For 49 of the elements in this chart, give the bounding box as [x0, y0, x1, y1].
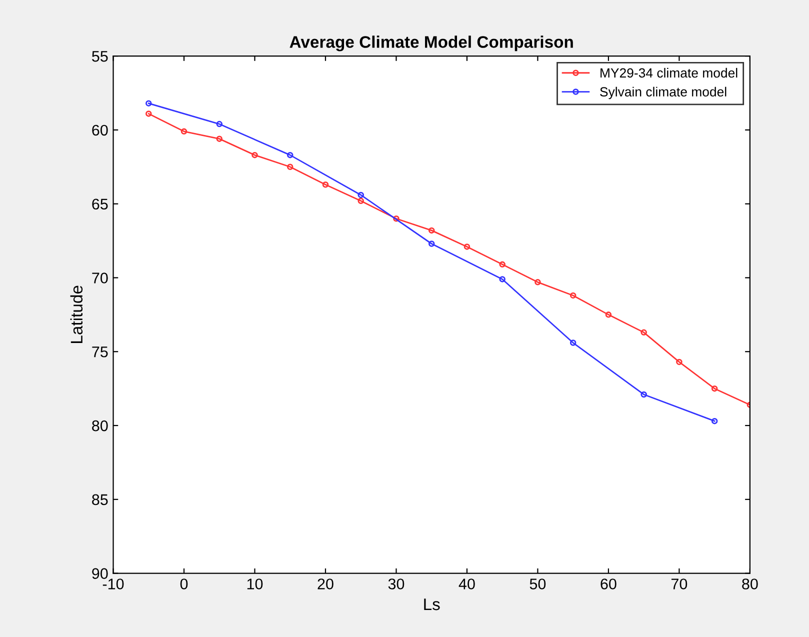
point: [499, 261, 506, 268]
y-tick-label: 70: [92, 272, 108, 284]
point: [428, 240, 435, 247]
chart-title: Average Climate Model Comparison: [290, 36, 573, 52]
point: [146, 110, 152, 117]
y-tick-label: 65: [92, 198, 108, 210]
x-tick-label: 10: [247, 578, 263, 590]
point: [252, 152, 258, 158]
point: [358, 192, 364, 198]
point: [358, 198, 364, 204]
point: [605, 312, 612, 318]
y-tick-label: 60: [92, 124, 108, 136]
point: [711, 418, 718, 424]
point: [216, 136, 222, 142]
point: [322, 182, 329, 188]
point: [711, 385, 718, 392]
x-tick-label: -10: [102, 578, 124, 590]
point: [640, 329, 647, 336]
point: [570, 292, 576, 299]
x-tick-label: 60: [600, 578, 616, 590]
y-tick-label: 80: [92, 420, 108, 432]
point: [286, 152, 294, 158]
y-tick-label: 75: [92, 346, 108, 358]
point: [534, 279, 541, 286]
x-tick-label: 80: [742, 578, 758, 590]
x-tick-label: 50: [530, 578, 546, 590]
y-axis-title: Latitude: [70, 286, 83, 343]
y-tick-label: 55: [92, 51, 108, 62]
y-tick-label: 85: [92, 494, 108, 506]
point: [570, 340, 576, 346]
point: [676, 358, 682, 366]
point: [464, 244, 470, 250]
point: [216, 120, 222, 128]
point: [499, 276, 506, 282]
x-tick-label: 40: [458, 578, 475, 590]
point: [428, 227, 435, 234]
point: [640, 391, 647, 398]
x-axis-title: Ls: [424, 598, 440, 610]
x-tick-label: 70: [671, 578, 688, 590]
point: [286, 164, 294, 170]
y-tick-label: 90: [92, 568, 108, 579]
x-tick-label: 20: [318, 578, 334, 590]
legend-label: Sylvain climate model: [600, 86, 726, 100]
point: [180, 128, 188, 135]
x-tick-label: 30: [388, 578, 404, 590]
point: [393, 215, 400, 222]
x-tick-label: 0: [180, 578, 188, 590]
legend-label: MY29-34 climate model: [600, 68, 738, 78]
point: [146, 100, 152, 106]
